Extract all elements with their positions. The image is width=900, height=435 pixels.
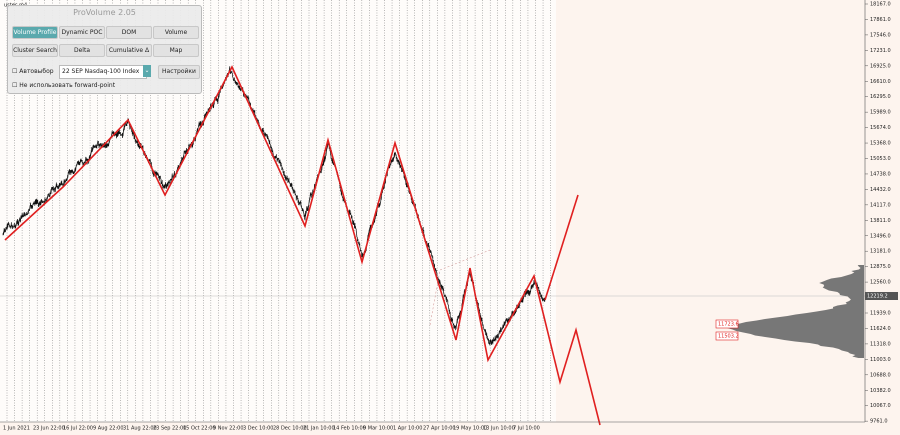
price-label: 17231.0 (870, 48, 891, 54)
price-label: 10067.0 (870, 403, 891, 409)
button[interactable]: Delta (59, 44, 105, 57)
price-label: 10688.0 (870, 372, 891, 378)
instrument-select[interactable]: 22 SEP Nasdaq-100 Index (59, 65, 147, 79)
panel-title: ProVolume 2.05 (73, 8, 136, 17)
time-label: 31 Aug 22:00 (123, 426, 157, 432)
price-label: 15674.0 (870, 125, 891, 131)
provolume-panel: ProVolume 2.05 Volume Profile Dynamic PO… (7, 5, 202, 94)
time-label: 7 Jul 10:00 (513, 426, 540, 432)
time-label: 9 Aug 22:00 (93, 426, 124, 432)
level-box (715, 319, 739, 329)
price-label: 16925.0 (870, 63, 891, 69)
time-label: 9 Mar 10:00 (363, 426, 393, 432)
price-label: 13811.0 (870, 218, 891, 224)
time-label: 21 Jan 10:00 (303, 426, 335, 432)
time-label: 27 Apr 10:00 (423, 426, 456, 432)
price-label: 14432.0 (870, 187, 891, 193)
price-label: 15053.0 (870, 156, 891, 162)
button[interactable]: Dynamic POC (59, 26, 105, 39)
volume-profile (727, 265, 864, 358)
price-label: 17546.0 (870, 32, 891, 38)
price-label: 11318.0 (870, 341, 891, 347)
time-label: 14 Feb 10:00 (333, 426, 366, 432)
price-label: 16295.0 (870, 94, 891, 100)
price-label: 10382.0 (870, 388, 891, 394)
button[interactable]: Volume (153, 26, 199, 39)
time-label: 19 May 10:00 (453, 426, 487, 432)
button[interactable]: Cluster Search (12, 44, 58, 57)
time-label: 13 Jun 10:00 (483, 426, 515, 432)
time-label: 9 Nov 22:00 (213, 426, 244, 432)
dropdown-arrow[interactable]: ⌄ (143, 65, 151, 77)
price-label: 17861.0 (870, 17, 891, 23)
level-box (715, 331, 739, 341)
price-label: 12560.0 (870, 280, 891, 286)
price-label: 11003.0 (870, 357, 891, 363)
time-label: 3 Dec 10:00 (243, 426, 273, 432)
button[interactable]: Cumulative Δ (106, 44, 152, 57)
level-label: 11503.2 (718, 334, 739, 340)
current-price-box (865, 292, 898, 300)
price-label: 13496.0 (870, 233, 891, 239)
time-label: 16 Jul 22:00 (63, 426, 93, 432)
price-label: 12875.0 (870, 264, 891, 270)
price-label: 16610.0 (870, 79, 891, 85)
time-label: 15 Oct 22:00 (183, 426, 216, 432)
price-label: 15989.0 (870, 110, 891, 116)
price-label: 11939.0 (870, 311, 891, 317)
button[interactable]: DOM (106, 26, 152, 39)
level-label: 11723.6 (718, 322, 739, 328)
price-line (2, 66, 546, 346)
price-label: 11624.0 (870, 326, 891, 332)
checkbox-label: Автовыбор (19, 68, 54, 75)
time-label: 28 Dec 10:00 (273, 426, 307, 432)
time-label: 23 Sep 22:00 (153, 426, 186, 432)
zigzag (4, 65, 601, 426)
button[interactable]: Map (153, 44, 199, 57)
forecast-line (544, 194, 579, 301)
price-label: 18167.0 (870, 2, 891, 8)
auto-select-checkbox[interactable]: ☐ Автовыбор (12, 68, 54, 75)
price-label: 13181.0 (870, 249, 891, 255)
price-label: 9761.0 (870, 419, 888, 425)
price-label: 15368.0 (870, 141, 891, 147)
time-label: 23 Jun 22:00 (33, 426, 65, 432)
price-label: 14738.0 (870, 171, 891, 177)
price-label: 14117.0 (870, 202, 891, 208)
time-label: 1 Apr 10:00 (393, 426, 422, 432)
current-price: 12219.2 (867, 294, 888, 300)
checkbox-label: Не использовать forward-point (19, 82, 116, 89)
button[interactable]: Volume Profile (12, 26, 58, 39)
forward-point-checkbox[interactable]: ☐ Не использовать forward-point (12, 82, 116, 89)
settings-button[interactable]: Настройки (158, 65, 200, 79)
time-label: 1 Jun 2021 (3, 426, 30, 432)
